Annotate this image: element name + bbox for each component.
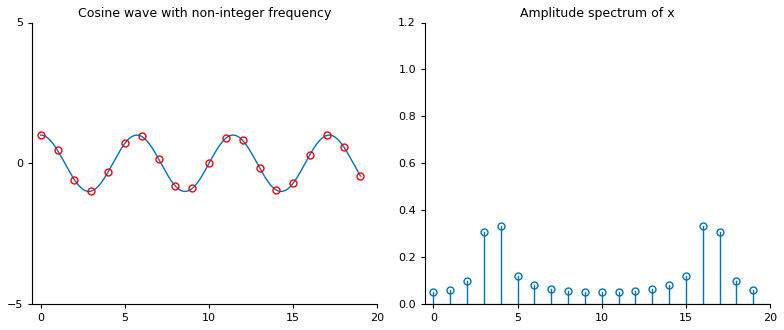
Title: Amplitude spectrum of x: Amplitude spectrum of x bbox=[521, 7, 675, 20]
Title: Cosine wave with non-integer frequency: Cosine wave with non-integer frequency bbox=[78, 7, 332, 20]
